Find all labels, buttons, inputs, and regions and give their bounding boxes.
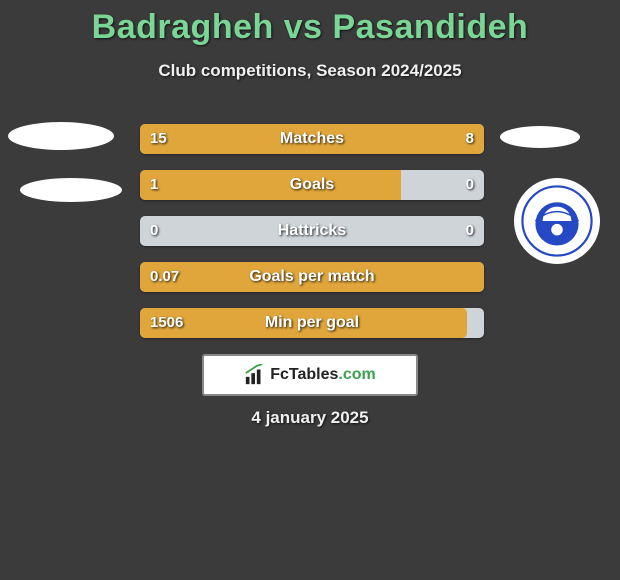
stat-value-left: 0 <box>150 216 158 246</box>
footer-date: 4 january 2025 <box>0 408 620 428</box>
brand-box[interactable]: FcTables.com <box>202 354 418 396</box>
brand-text: FcTables.com <box>270 366 376 384</box>
stat-row-hattricks: Hattricks0 0 <box>140 216 484 246</box>
brand-suffix: .com <box>338 366 375 383</box>
stat-label: Min per goal <box>140 308 484 338</box>
stat-row-matches: Matches15 8 <box>140 124 484 154</box>
stat-value-right: 0 <box>466 216 474 246</box>
stat-label: Matches <box>140 124 484 154</box>
stat-value-left: 1506 <box>150 308 183 338</box>
page-subtitle: Club competitions, Season 2024/2025 <box>0 61 620 81</box>
brand-name: FcTables <box>270 366 338 383</box>
stat-value-right: 0 <box>466 170 474 200</box>
comparison-bars: Matches158Goals10Hattricks00Goals per ma… <box>140 124 484 354</box>
team-crest-right <box>514 178 600 264</box>
stat-value-right: 8 <box>466 124 474 154</box>
bar-chart-icon <box>244 364 266 386</box>
stat-row-goals: Goals1 0 <box>140 170 484 200</box>
crest-icon <box>521 185 593 257</box>
stat-label: Hattricks <box>140 216 484 246</box>
stat-row-min-per-goal: Min per goal1506 <box>140 308 484 338</box>
player-right-avatar-small <box>500 126 580 148</box>
stat-value-left: 0.07 <box>150 262 179 292</box>
stat-row-goals-per-match: Goals per match0.07 <box>140 262 484 292</box>
page-title: Badragheh vs Pasandideh <box>0 0 620 47</box>
player-left-avatar-2 <box>20 178 122 202</box>
player-left-avatar-1 <box>8 122 114 150</box>
stat-value-left: 15 <box>150 124 167 154</box>
stat-label: Goals <box>140 170 484 200</box>
stat-label: Goals per match <box>140 262 484 292</box>
stat-value-left: 1 <box>150 170 158 200</box>
